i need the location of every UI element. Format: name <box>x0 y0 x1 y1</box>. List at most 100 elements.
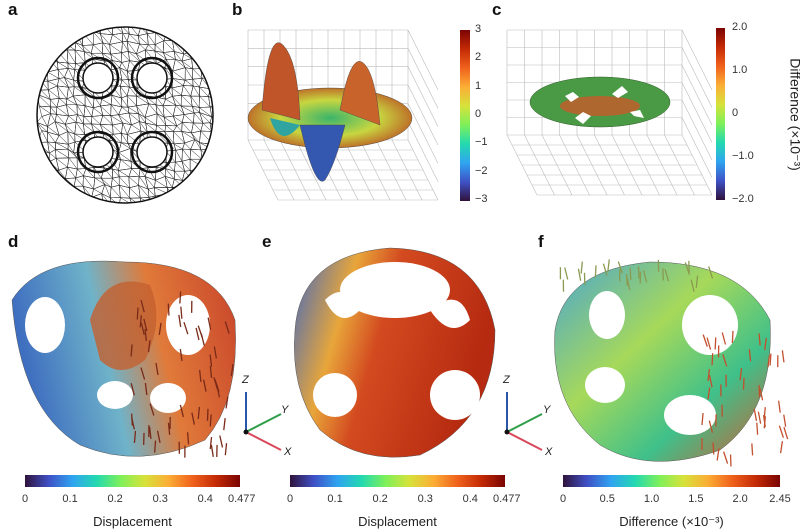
colorbar-tick-label: 2.0 <box>732 21 748 33</box>
displacement-arrow <box>130 383 135 396</box>
panel-label-f: f <box>538 232 544 251</box>
displacement-arrow <box>213 377 219 390</box>
displacement-arrow <box>198 369 202 383</box>
displacement-arrow <box>708 420 714 433</box>
displacement-arrow <box>210 444 214 457</box>
displacement-arrow <box>594 265 597 278</box>
lattice-f <box>554 259 789 467</box>
displacement-arrow <box>723 451 729 464</box>
colorbar-f <box>563 475 780 487</box>
disk-holes <box>76 56 174 174</box>
displacement-arrow <box>617 261 624 274</box>
displacement-arrow <box>178 314 182 327</box>
displacement-arrow <box>148 426 152 439</box>
colorbar-tick-label: 1 <box>475 79 482 92</box>
colorbar-tick-label: 0.4 <box>197 493 213 505</box>
displacement-arrow <box>706 337 712 350</box>
displacement-arrow <box>225 396 229 409</box>
hole <box>82 136 114 168</box>
displacement-arrow <box>783 414 787 427</box>
colorbar-d <box>25 475 240 487</box>
displacement-arrow <box>684 262 690 275</box>
displacement-arrow <box>130 344 133 357</box>
displacement-arrow <box>140 322 145 336</box>
displacement-arrow <box>149 403 155 416</box>
mesh-refined-ring <box>130 130 174 174</box>
colorbar-tick-label: 1.0 <box>732 64 748 76</box>
displacement-arrow <box>167 303 170 316</box>
displacement-arrow <box>664 268 670 282</box>
axis-z-label: Z <box>242 374 249 386</box>
colorbar-tick-label: 1.5 <box>688 493 704 505</box>
displacement-arrow <box>154 440 157 453</box>
colorbar-tick-label: 0.3 <box>417 493 433 505</box>
displacement-arrow <box>701 413 704 426</box>
colorbar-tick-label: 0.2 <box>107 493 123 505</box>
displacement-arrow <box>751 443 754 456</box>
panel-label-b: b <box>232 0 243 19</box>
axis-y-label: Y <box>543 404 551 416</box>
displacement-arrow <box>577 268 582 281</box>
panel-label-e: e <box>262 232 272 251</box>
axis-x-label: X <box>545 446 553 458</box>
displacement-arrow <box>140 367 146 380</box>
displacement-arrow <box>756 422 759 435</box>
displacement-arrow <box>711 353 714 366</box>
colorbar-tick-label: −1.0 <box>732 150 754 162</box>
plot-3d-box-b <box>247 29 439 201</box>
displacement-arrow <box>179 291 182 304</box>
displacement-arrow <box>180 306 183 319</box>
displacement-arrow <box>213 346 218 359</box>
displacement-arrow <box>144 328 147 341</box>
mesh-refined-ring <box>130 56 174 100</box>
displacement-arrow <box>209 414 212 427</box>
displacement-arrow <box>580 261 583 274</box>
colorbar-tick-label: 0.4 <box>462 493 478 505</box>
displacement-arrow <box>207 317 212 330</box>
displacement-arrow <box>712 442 715 455</box>
displacement-arrow <box>753 408 758 421</box>
displacement-arrow <box>742 377 745 390</box>
displacement-arrow <box>626 277 631 291</box>
displacement-arrow <box>195 327 200 341</box>
displacement-arrow <box>147 340 151 353</box>
displacement-arrow <box>202 379 207 392</box>
colorbar-c-title: Difference (×10⁻³) <box>787 58 800 171</box>
colorbar-tick-label: 2 <box>475 51 482 64</box>
displacement-arrow <box>230 363 234 377</box>
colorbar-tick-label: −2.0 <box>732 193 754 205</box>
panel-label-a: a <box>8 0 18 19</box>
displacement-arrow <box>759 388 764 401</box>
colorbar-tick-label: 0.477 <box>228 493 256 505</box>
displacement-arrow <box>778 400 781 413</box>
colorbar-tick-label: 0.3 <box>152 493 168 505</box>
axes-triad-e-f <box>504 392 543 451</box>
hole <box>82 62 114 94</box>
colorbar-tick-label: 0 <box>475 108 482 120</box>
displacement-arrow <box>139 315 142 328</box>
displacement-arrow <box>757 411 762 424</box>
displacement-arrow <box>158 322 162 335</box>
displacement-arrow <box>764 337 767 351</box>
hole <box>136 62 168 94</box>
axes-triad-d-e <box>243 392 282 451</box>
displacement-arrow <box>716 448 720 461</box>
displacement-arrow <box>209 437 213 450</box>
displacement-arrow <box>186 432 190 445</box>
displacement-arrow <box>224 321 230 334</box>
colorbar-tick-label: 0.1 <box>327 493 343 505</box>
displacement-arrow <box>731 330 734 343</box>
displacement-arrow <box>197 406 201 419</box>
surface-b <box>247 42 413 182</box>
displacement-arrow <box>690 279 695 292</box>
colorbar-e <box>290 475 505 487</box>
displacement-arrow <box>155 362 159 376</box>
displacement-arrow <box>763 407 766 420</box>
colorbar-e-title: Displacement <box>358 514 437 529</box>
displacement-arrow <box>209 354 213 367</box>
disk-outline <box>36 26 214 204</box>
lattice-d <box>11 260 236 458</box>
hole <box>136 136 168 168</box>
surface-c <box>529 76 671 128</box>
colorbar-tick-label: −2 <box>475 164 488 177</box>
